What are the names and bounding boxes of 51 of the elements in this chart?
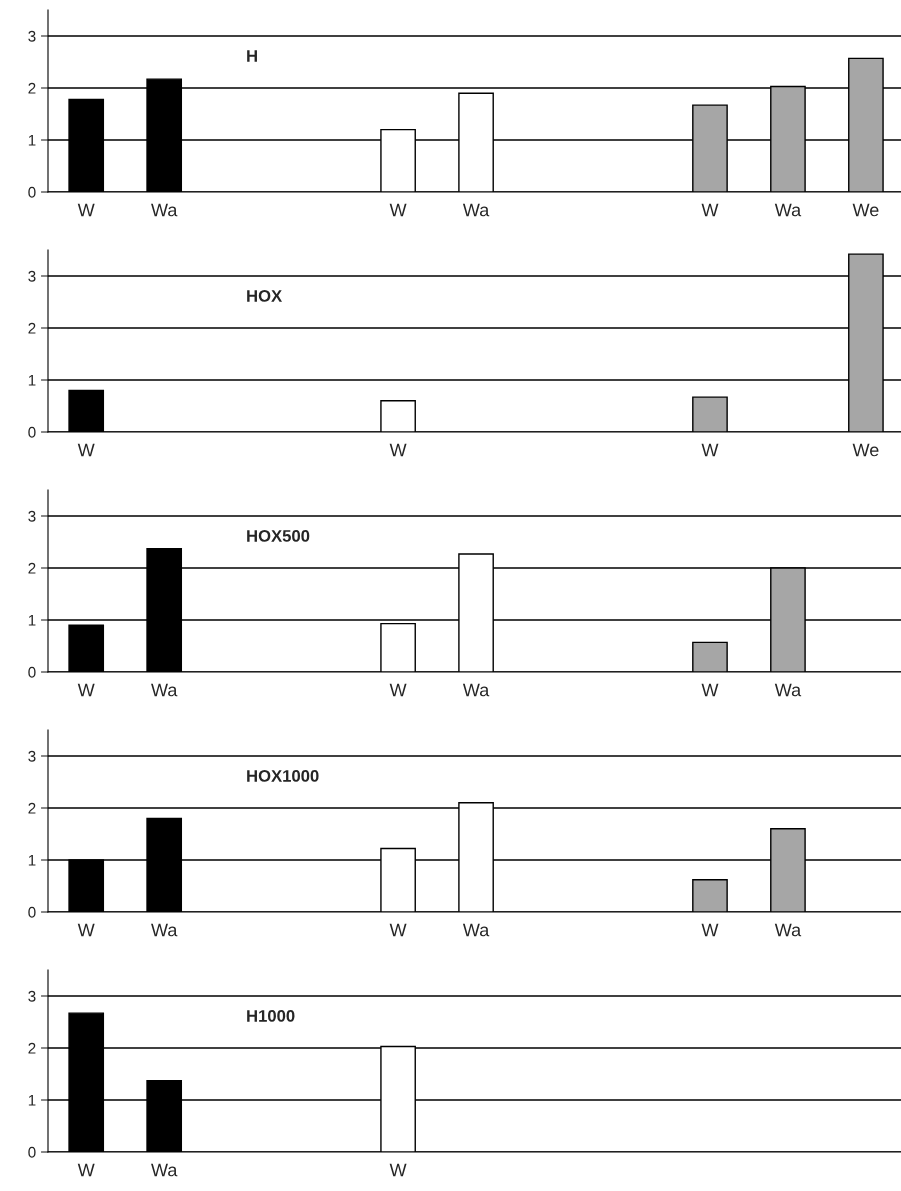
y-tick-label: 1 [28, 375, 36, 386]
y-tick-label: 2 [28, 802, 36, 814]
x-tick-label: W [77, 203, 95, 217]
y-tick-label: 0 [28, 906, 36, 918]
y-tick-label: 2 [28, 322, 36, 334]
x-tick-label: Wa [151, 923, 178, 937]
x-tick-label: Wa [151, 1163, 178, 1177]
x-tick-label: W [701, 443, 719, 457]
text: H [247, 50, 257, 62]
x-tick-label: W [701, 923, 719, 937]
y-tick-label: 1 [28, 135, 36, 146]
y-tick-label: 3 [28, 510, 36, 522]
y-tick-label: 0 [28, 426, 36, 438]
y-tick-label: 0 [28, 1146, 36, 1158]
x-tick-label: Wa [774, 203, 802, 217]
x-tick-label: W [389, 1163, 407, 1177]
x-tick-label: W [77, 1163, 95, 1177]
x-tick-label: W [389, 203, 407, 217]
y-tick-label: 1 [28, 1095, 36, 1106]
y-tick-label: 3 [28, 990, 36, 1002]
text: H1000 [247, 1009, 295, 1022]
x-tick-label: We [852, 443, 879, 457]
y-tick-label: 0 [28, 186, 36, 198]
x-tick-label: Wa [774, 683, 802, 697]
x-tick-label: W [389, 683, 407, 697]
x-tick-label: Wa [151, 683, 178, 697]
x-tick-label: We [852, 203, 879, 217]
text: HOX500 [247, 529, 310, 542]
x-tick-label: W [701, 683, 719, 697]
x-tick-label: W [77, 923, 95, 937]
text: HOX1000 [247, 769, 319, 782]
y-tick-label: 2 [28, 1042, 36, 1054]
y-tick-label: 1 [28, 615, 36, 626]
y-tick-label: 2 [28, 562, 36, 574]
x-tick-label: W [389, 923, 407, 937]
y-tick-label: 1 [28, 855, 36, 866]
x-tick-label: W [77, 683, 95, 697]
x-tick-label: W [389, 443, 407, 457]
y-tick-label: 3 [28, 270, 36, 282]
x-tick-label: Wa [462, 203, 490, 217]
y-tick-label: 3 [28, 750, 36, 762]
x-tick-label: W [77, 443, 95, 457]
x-tick-label: Wa [774, 923, 802, 937]
y-tick-label: 2 [28, 82, 36, 94]
y-tick-label: 3 [28, 30, 36, 42]
x-tick-label: Wa [462, 683, 490, 697]
x-tick-label: Wa [151, 203, 178, 217]
x-tick-label: Wa [462, 923, 490, 937]
x-tick-label: W [701, 203, 719, 217]
y-tick-label: 0 [28, 666, 36, 678]
text: HOX [247, 289, 283, 302]
